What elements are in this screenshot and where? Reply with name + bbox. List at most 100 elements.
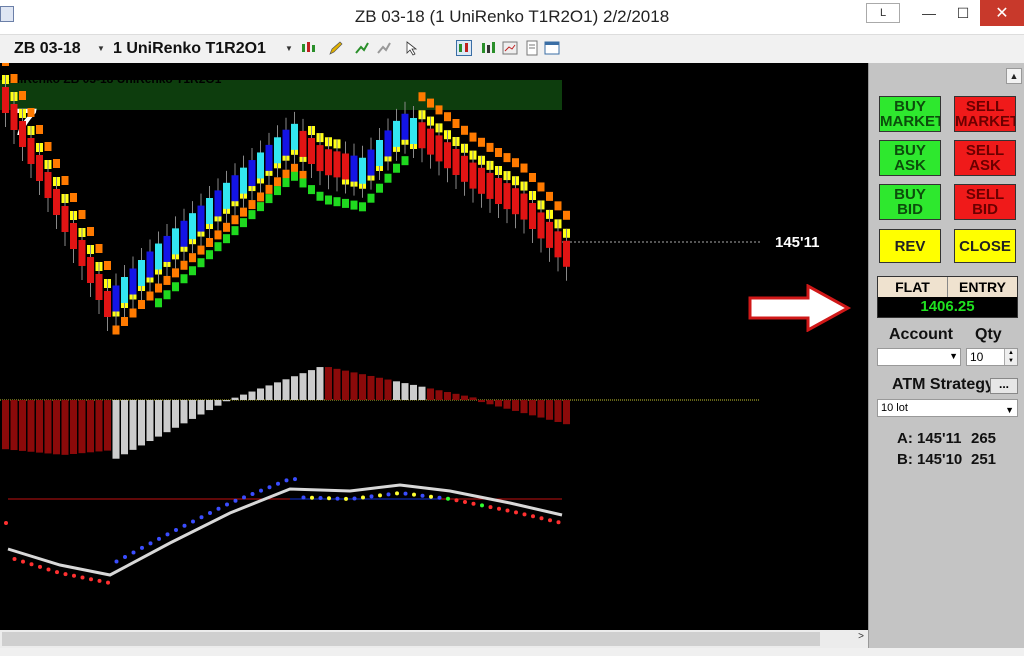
band-green-segment <box>359 202 366 212</box>
oscillator-dot <box>301 495 306 500</box>
atm-strategy-select[interactable]: 10 lot ▼ <box>877 399 1018 417</box>
price-chart[interactable]: UniRenko ZB 03-18 UniRenko T1R2O1 7 145'… <box>0 63 868 630</box>
scrollbar-thumb[interactable] <box>2 632 820 646</box>
renko-brick <box>478 167 485 194</box>
band-orange-segment <box>121 317 128 326</box>
strategy-icon[interactable] <box>376 40 392 56</box>
renko-brick <box>53 189 60 215</box>
oscillator-dot <box>412 492 416 497</box>
instrument-dropdown-icon[interactable]: ▼ <box>97 44 105 53</box>
band-orange-segment <box>206 238 213 247</box>
histogram-bar <box>418 386 426 400</box>
band-orange-segment <box>554 201 562 211</box>
band-orange-segment <box>53 159 60 168</box>
histogram-bar <box>563 400 570 425</box>
band-orange-segment <box>87 227 94 236</box>
renko-brick <box>155 243 162 270</box>
oscillator-dot <box>165 532 170 537</box>
layout-button[interactable]: L <box>866 3 900 23</box>
draw-pencil-icon[interactable] <box>328 40 344 56</box>
histogram-bar <box>376 377 383 400</box>
chart-overlay-text: UniRenko ZB 03-18 UniRenko T1R2O1 <box>4 72 222 86</box>
renko-brick <box>529 203 536 229</box>
renko-brick <box>248 160 256 187</box>
oscillator-dot <box>488 505 493 510</box>
renko-brick <box>410 118 417 144</box>
renko-brick <box>274 137 281 164</box>
renko-brick <box>129 268 137 295</box>
histogram-bar <box>554 400 562 422</box>
position-display: FLAT ENTRY 1406.25 <box>877 276 1018 318</box>
sell-bid-button[interactable]: SELL BID <box>954 184 1016 220</box>
oscillator-dot <box>310 495 314 500</box>
bar-style-icon[interactable] <box>300 40 316 56</box>
quantity-stepper[interactable]: 10 ▲ ▼ <box>966 348 1018 366</box>
renko-brick <box>350 155 358 182</box>
chevron-down-icon: ▼ <box>949 351 958 361</box>
band-green-segment <box>248 210 256 220</box>
template-icon[interactable] <box>524 40 540 56</box>
pointer-icon[interactable] <box>404 40 420 56</box>
minimize-icon[interactable]: — <box>922 5 936 21</box>
buy-bid-button[interactable]: BUY BID <box>879 184 941 220</box>
chart-canvas[interactable]: UniRenko ZB 03-18 UniRenko T1R2O1 7 145'… <box>0 63 868 630</box>
account-select[interactable]: ▼ <box>877 348 961 366</box>
close-icon[interactable]: ✕ <box>980 0 1024 26</box>
atm-ellipsis-button[interactable]: ... <box>990 378 1018 394</box>
spinner-icon[interactable]: ▲ ▼ <box>1004 349 1017 365</box>
renko-bricks <box>2 75 570 331</box>
histogram-bar <box>44 400 52 454</box>
renko-brick <box>265 144 273 171</box>
oscillator-dot <box>233 498 238 503</box>
instrument-selector[interactable]: ZB 03-18 <box>14 40 81 57</box>
add-indicator-icon[interactable] <box>354 40 370 56</box>
renko-brick <box>418 122 426 149</box>
renko-brick <box>10 104 18 130</box>
chart-horizontal-scrollbar[interactable]: > <box>0 630 868 648</box>
band-green-segment <box>265 194 273 204</box>
bid-size: 251 <box>971 451 997 468</box>
panel-scroll-up-icon[interactable]: ▲ <box>1006 68 1022 84</box>
histogram-bar <box>197 400 205 415</box>
atm-strategy-label: ATM Strategy <box>892 376 994 393</box>
band-orange-segment <box>223 222 230 232</box>
renko-brick <box>197 205 205 232</box>
oscillator-dot <box>284 478 289 483</box>
reverse-button[interactable]: REV <box>879 229 941 263</box>
renko-brick <box>61 206 69 232</box>
oscillator-dot <box>225 502 229 507</box>
qty-label: Qty <box>975 326 1002 343</box>
bar-type-dropdown-icon[interactable]: ▼ <box>285 44 293 53</box>
maximize-icon[interactable]: ☐ <box>956 4 970 21</box>
last-price-label: 145'11 <box>775 234 819 251</box>
sell-market-button[interactable]: SELL MARKET <box>954 96 1016 132</box>
chart-trader-icon[interactable] <box>456 40 472 56</box>
renko-brick <box>223 182 230 209</box>
oscillator-dot <box>344 496 348 501</box>
oscillator-dot <box>46 567 51 572</box>
band-green-segment <box>333 197 341 207</box>
histogram-bar <box>189 400 196 419</box>
data-series-icon[interactable] <box>480 40 496 56</box>
oscillator-dot <box>29 562 34 567</box>
band-green-segment <box>342 198 349 208</box>
close-position-button[interactable]: CLOSE <box>954 229 1016 263</box>
band-green-segment <box>291 171 298 181</box>
band-green-segment <box>240 218 247 228</box>
bar-type-selector[interactable]: 1 UniRenko T1R2O1 <box>113 40 266 57</box>
properties-icon[interactable] <box>502 40 518 56</box>
scroll-right-icon[interactable]: > <box>858 631 864 642</box>
buy-market-button[interactable]: BUY MARKET <box>879 96 941 132</box>
renko-brick <box>189 213 196 240</box>
renko-brick <box>104 291 111 317</box>
sell-ask-button[interactable]: SELL ASK <box>954 140 1016 176</box>
histogram-bar <box>265 385 273 400</box>
window-icon[interactable] <box>544 40 560 56</box>
oscillator-dot <box>182 523 187 528</box>
renko-brick <box>121 277 128 303</box>
oscillator-dot <box>267 485 272 490</box>
band-orange-segment <box>537 182 545 192</box>
entry-label: ENTRY <box>959 279 1006 295</box>
band-orange-segment <box>240 207 247 217</box>
buy-ask-button[interactable]: BUY ASK <box>879 140 941 176</box>
